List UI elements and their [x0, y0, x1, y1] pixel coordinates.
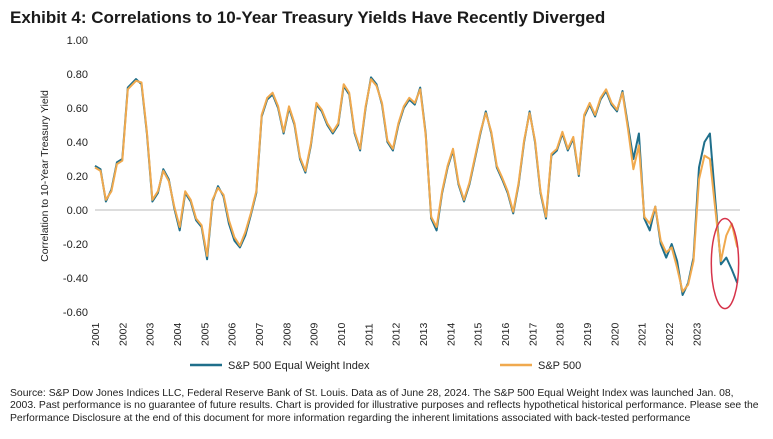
x-tick-label: 2023 [691, 322, 703, 346]
x-tick-label: 2016 [500, 322, 512, 346]
series-layer [94, 76, 739, 296]
x-tick-label: 2020 [609, 322, 621, 346]
x-tick-label: 2010 [336, 322, 348, 346]
y-tick-label: 1.00 [67, 35, 88, 47]
chart-title: Exhibit 4: Correlations to 10-Year Treas… [10, 8, 606, 27]
y-axis-label: Correlation to 10-Year Treasury Yield [39, 90, 51, 262]
x-tick-label: 2018 [555, 322, 567, 346]
x-tick-label: 2006 [227, 322, 239, 346]
x-tick-label: 2019 [582, 322, 594, 346]
x-tick-label: 2005 [199, 322, 211, 346]
x-tick-label: 2022 [664, 322, 676, 346]
y-tick-label: 0.00 [67, 205, 88, 217]
y-tick-label: 0.20 [67, 171, 88, 183]
x-tick-label: 2017 [527, 322, 539, 346]
y-axis: 1.00 0.80 0.60 0.40 0.20 0.00 -0.20 -0.40 -0.60 [63, 35, 88, 319]
chart: 1.000.800.600.400.200.00-0.20-0.40-0.60 … [39, 35, 740, 372]
legend-sp500: S&P 500 [500, 360, 581, 372]
x-tick-label: 2012 [391, 322, 403, 346]
series-line-equal-weight [94, 76, 739, 296]
divergence-highlight-ellipse [710, 217, 740, 310]
x-tick-label: 2011 [363, 323, 375, 346]
y-tick-label: 0.40 [67, 137, 88, 149]
x-tick-label: 2013 [418, 322, 430, 346]
x-tick-label: 2009 [309, 322, 321, 346]
x-tick-label: 2004 [172, 322, 184, 346]
x-tick-label: 2015 [473, 322, 485, 346]
legend: S&P 500 Equal Weight Index S&P 500 [190, 360, 581, 372]
x-tick-label: 2014 [445, 322, 457, 346]
series-line-sp500 [94, 78, 739, 293]
y-tick-label: -0.40 [63, 273, 88, 285]
legend-label: S&P 500 [538, 360, 581, 372]
x-tick-label: 2007 [254, 322, 266, 346]
x-tick-label: 2021 [637, 322, 649, 346]
y-tick-label: -0.20 [63, 239, 88, 251]
y-tick-label: -0.60 [63, 307, 88, 319]
y-tick-label: 0.80 [67, 69, 88, 81]
x-tick-label: 2002 [117, 322, 129, 346]
x-tick-label: 2008 [281, 322, 293, 346]
x-tick-label: 2003 [145, 322, 157, 346]
source-note: Source: S&P Dow Jones Indices LLC, Feder… [10, 388, 759, 424]
legend-equal-weight: S&P 500 Equal Weight Index [190, 360, 370, 372]
x-axis: 2001 2002 2003 2004 2005 2006 2007 2008 2009 2010… [90, 322, 703, 346]
x-tick-label: 2001 [90, 322, 102, 346]
y-tick-label: 0.60 [67, 103, 88, 115]
legend-label: S&P 500 Equal Weight Index [228, 360, 370, 372]
